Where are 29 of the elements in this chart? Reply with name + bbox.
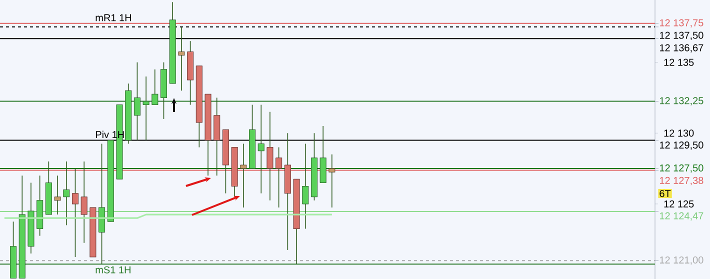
y-tick-label: 12 130 — [664, 130, 694, 137]
ref-line-label: 12 127,38 — [660, 176, 704, 186]
candlestick — [142, 76, 150, 141]
candlestick — [134, 62, 140, 141]
candlestick — [178, 26, 185, 92]
candlestick — [72, 168, 78, 258]
candlestick — [240, 143, 247, 208]
annotation: mR1 1H — [96, 14, 131, 22]
candlestick — [152, 68, 158, 106]
candlestick — [328, 154, 336, 208]
ref-line-label: 12 121,00 — [660, 256, 704, 265]
candlestick — [258, 104, 264, 194]
ref-line-label: 12 137,75 — [660, 19, 704, 28]
ref-line-label: 12 127,50 — [660, 164, 704, 173]
candlestick — [54, 175, 61, 215]
ref-line-label: 12 132,25 — [660, 97, 704, 106]
ref-line-label: 12 124,47 — [660, 212, 704, 221]
ref-line-label: 12 129,50 — [660, 142, 704, 150]
candlestick — [80, 161, 88, 244]
candlestick — [266, 111, 274, 201]
ref-line-label: 12 136,67 — [660, 44, 704, 53]
y-tick-label: 12 125 — [664, 200, 694, 208]
y-tick-label: 12 135 — [664, 58, 694, 66]
candlestick — [276, 146, 282, 208]
candlestick — [302, 143, 309, 230]
ref-line-label: 12 137,50 — [660, 32, 704, 40]
annotation: mS1 1H — [96, 266, 130, 274]
candlestick — [63, 161, 70, 226]
text: 6T — [660, 190, 671, 198]
